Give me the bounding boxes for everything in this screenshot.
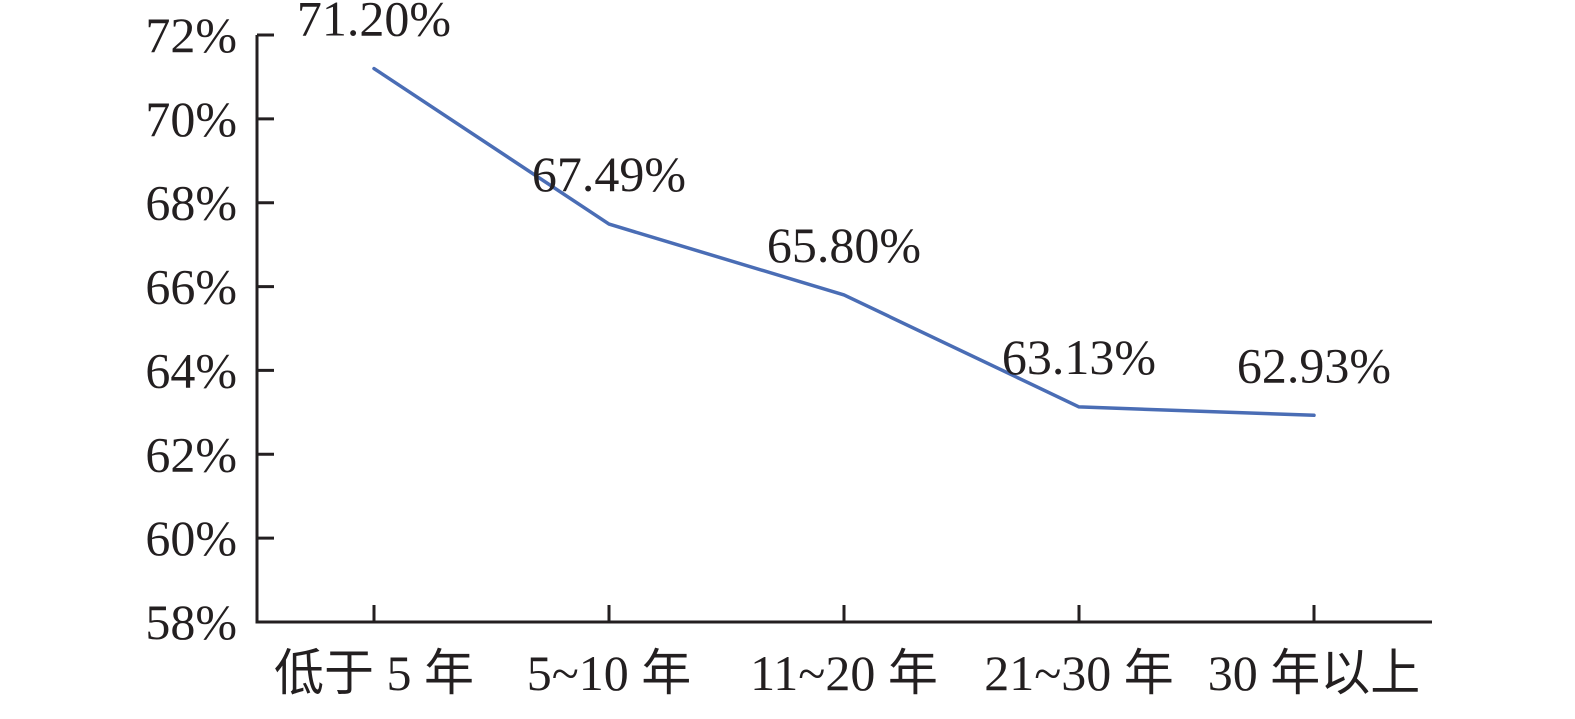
data-label: 67.49%	[532, 146, 686, 202]
x-tick-label: 30 年以上	[1208, 645, 1421, 701]
x-tick-label: 11~20 年	[750, 645, 938, 701]
y-tick-label: 66%	[145, 259, 237, 315]
x-tick-label: 21~30 年	[984, 645, 1174, 701]
data-label: 71.20%	[297, 0, 451, 47]
data-labels: 71.20% 67.49% 65.80% 63.13% 62.93%	[297, 0, 1391, 393]
series-line	[372, 66, 1316, 418]
data-label: 65.80%	[767, 217, 921, 273]
y-tick-label: 64%	[145, 342, 237, 398]
data-label: 63.13%	[1002, 329, 1156, 385]
axes	[255, 35, 1432, 624]
y-tick-label: 58%	[145, 594, 237, 650]
data-label: 62.93%	[1237, 337, 1391, 393]
y-tick-label: 68%	[145, 175, 237, 231]
y-axis-ticks: 58% 60% 62% 64% 66% 68% 70% 72%	[145, 7, 274, 650]
x-axis-ticks: 低于 5 年 5~10 年 11~20 年 21~30 年 30 年以上	[274, 605, 1420, 701]
y-tick-label: 72%	[145, 7, 237, 63]
y-tick-label: 62%	[145, 426, 237, 482]
x-tick-label: 低于 5 年	[274, 645, 474, 701]
y-tick-label: 60%	[145, 510, 237, 566]
x-tick-label: 5~10 年	[527, 645, 692, 701]
y-tick-label: 70%	[145, 91, 237, 147]
